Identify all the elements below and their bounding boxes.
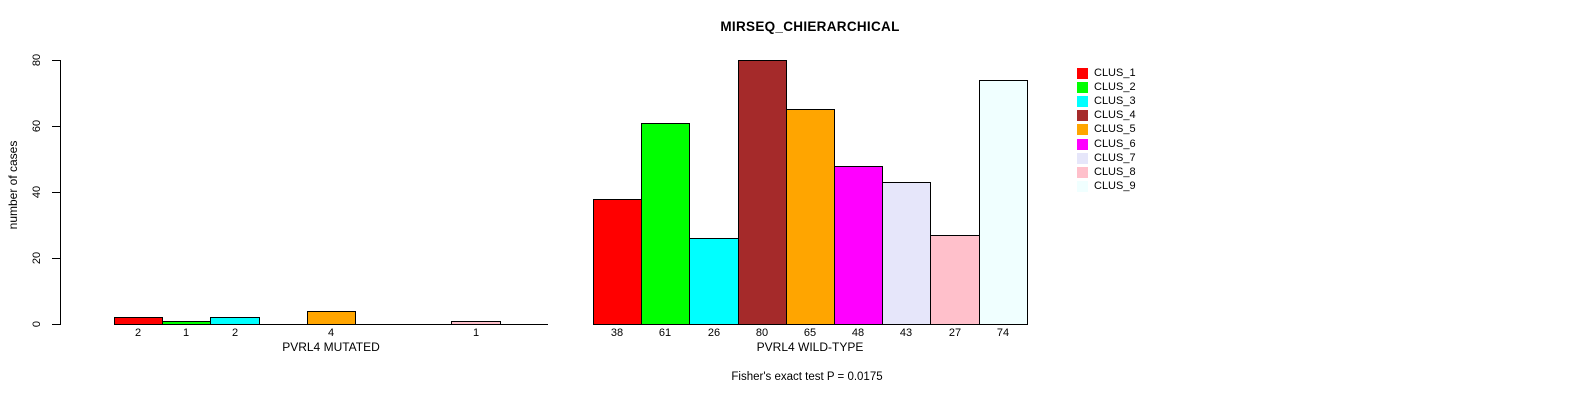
bar-value-label: 1 — [472, 327, 480, 339]
bar-value-label: 65 — [803, 327, 817, 339]
legend-label: CLUS_3 — [1094, 94, 1136, 107]
legend-swatch — [1077, 81, 1088, 93]
legend-swatch — [1077, 67, 1088, 79]
legend-item: CLUS_5 — [1077, 123, 1136, 137]
y-tick — [52, 60, 60, 61]
legend-item: CLUS_8 — [1077, 165, 1136, 179]
bar-clus_7 — [882, 182, 931, 325]
legend-swatch — [1077, 166, 1088, 178]
chart-title: MIRSEQ_CHIERARCHICAL — [720, 19, 900, 34]
bar-clus_1 — [593, 199, 642, 325]
y-tick-label: 20 — [31, 251, 43, 265]
y-tick-label: 80 — [31, 53, 43, 67]
bar-value-label: 43 — [899, 327, 913, 339]
bar-clus_3 — [210, 317, 260, 325]
y-tick-label: 60 — [31, 119, 43, 133]
bar-value-label: 38 — [610, 327, 624, 339]
legend-label: CLUS_8 — [1094, 165, 1136, 178]
bar-clus_3 — [689, 238, 739, 325]
bar-value-label: 26 — [707, 327, 721, 339]
bar-clus_8 — [930, 235, 980, 325]
legend-item: CLUS_6 — [1077, 137, 1136, 151]
legend-swatch — [1077, 110, 1088, 122]
legend-item: CLUS_9 — [1077, 180, 1136, 194]
y-tick-label: 0 — [31, 320, 43, 328]
legend-item: CLUS_7 — [1077, 151, 1136, 165]
legend-item: CLUS_2 — [1077, 80, 1136, 94]
y-tick — [52, 192, 60, 193]
legend-swatch — [1077, 138, 1088, 150]
bar-value-label: 74 — [996, 327, 1010, 339]
bar-value-label: 2 — [231, 327, 239, 339]
legend-item: CLUS_1 — [1077, 66, 1136, 80]
bar-value-label: 2 — [134, 327, 142, 339]
right-bar-plot: PVRL4 WILD-TYPE 38 61 26 80 65 48 43 27 74 — [593, 0, 1028, 400]
bar-value-label: 4 — [327, 327, 335, 339]
x-axis-label-wildtype: PVRL4 WILD-TYPE — [756, 340, 864, 354]
bar-value-label: 27 — [948, 327, 962, 339]
y-axis-label: number of cases — [6, 140, 20, 230]
bar-clus_2 — [162, 321, 211, 325]
bar-clus_1 — [114, 317, 163, 325]
legend-label: CLUS_9 — [1094, 180, 1136, 193]
y-tick — [52, 258, 60, 259]
legend-label: CLUS_6 — [1094, 137, 1136, 150]
legend-swatch — [1077, 181, 1088, 193]
bar-clus_5 — [307, 311, 356, 325]
legend-swatch — [1077, 152, 1088, 164]
left-bar-plot: PVRL4 MUTATED 2 1 2 4 1 — [114, 0, 548, 400]
y-tick — [52, 324, 60, 325]
legend-label: CLUS_1 — [1094, 66, 1136, 79]
bar-clus_8 — [451, 321, 501, 325]
bar-clus_2 — [641, 123, 690, 325]
bar-clus_6 — [834, 166, 883, 325]
bar-value-label: 61 — [658, 327, 672, 339]
fisher-test-annotation: Fisher's exact test P = 0.0175 — [731, 371, 883, 383]
bar-value-label: 80 — [755, 327, 769, 339]
legend: CLUS_1 CLUS_2 CLUS_3 CLUS_4 CLUS_5 CLUS_6 CLUS… — [1077, 66, 1136, 194]
legend-item: CLUS_3 — [1077, 94, 1136, 108]
bar-clus_9 — [979, 80, 1028, 325]
y-tick — [52, 126, 60, 127]
legend-label: CLUS_4 — [1094, 109, 1136, 122]
legend-item: CLUS_4 — [1077, 109, 1136, 123]
legend-swatch — [1077, 124, 1088, 136]
y-tick-label: 40 — [31, 185, 43, 199]
bar-value-label: 48 — [851, 327, 865, 339]
legend-label: CLUS_5 — [1094, 123, 1136, 136]
x-axis-label-mutated: PVRL4 MUTATED — [282, 340, 380, 354]
legend-label: CLUS_7 — [1094, 151, 1136, 164]
legend-swatch — [1077, 95, 1088, 107]
bar-clus_5 — [786, 109, 835, 325]
bar-clus_4 — [738, 60, 787, 325]
y-axis-line — [60, 60, 61, 325]
legend-label: CLUS_2 — [1094, 80, 1136, 93]
bar-value-label: 1 — [182, 327, 190, 339]
